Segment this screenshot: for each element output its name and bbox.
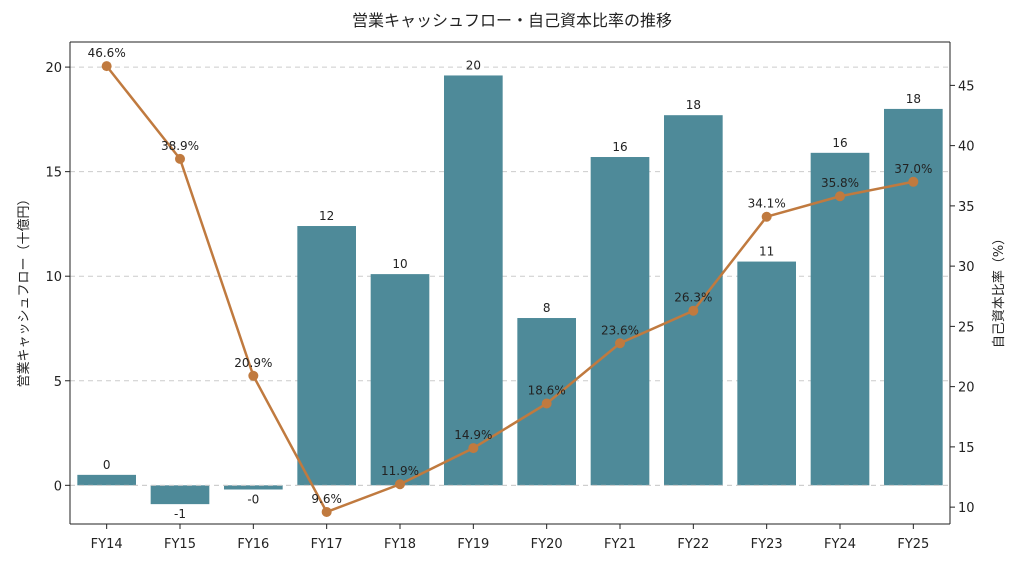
line-point <box>395 479 405 490</box>
left-axis-title: 営業キャッシュフロー（十億円） <box>16 192 32 387</box>
x-tick-label: FY21 <box>604 537 636 552</box>
line-point <box>175 153 185 164</box>
x-tick-label: FY17 <box>311 537 343 552</box>
line-value-label: 38.9% <box>161 139 199 153</box>
bar <box>444 75 503 486</box>
bar-value-label: 12 <box>319 209 334 223</box>
bar-value-label: -1 <box>174 507 186 521</box>
x-tick-label: FY23 <box>751 537 783 552</box>
bar <box>370 274 430 486</box>
bar <box>884 108 943 486</box>
right-axis-title: 自己資本比率（%） <box>991 232 1007 348</box>
line-value-label: 20.9% <box>234 356 272 370</box>
bar <box>224 485 283 490</box>
right-tick-label: 20 <box>958 381 975 396</box>
x-tick-label: FY14 <box>91 537 123 552</box>
line-series <box>101 61 919 517</box>
line-point <box>101 61 112 72</box>
x-tick-label: FY22 <box>677 537 709 552</box>
bar <box>664 115 723 486</box>
line-value-label: 14.9% <box>454 428 492 442</box>
line-point <box>908 176 919 187</box>
left-tick-label: 15 <box>45 166 62 181</box>
bar-value-label: 18 <box>686 98 701 112</box>
line-value-label: 46.6% <box>88 46 126 60</box>
bar <box>77 474 136 486</box>
left-tick-label: 10 <box>45 270 62 285</box>
bar-value-label: 16 <box>612 140 627 154</box>
bar-value-label: 18 <box>906 92 921 106</box>
line-point <box>321 506 332 517</box>
bar-value-label: 11 <box>759 245 774 259</box>
bar <box>590 157 650 486</box>
line-value-label: 26.3% <box>674 291 712 305</box>
bar-series <box>77 75 943 505</box>
line-point <box>835 191 845 202</box>
line-value-label: 11.9% <box>381 464 419 478</box>
bar <box>150 485 210 505</box>
line-value-label: 35.8% <box>821 176 859 190</box>
line-value-label: 34.1% <box>748 197 786 211</box>
right-tick-label: 40 <box>958 140 975 155</box>
axes: 0 5 10 15 20 10 15 20 25 30 35 40 45 FY14 FY15 FY16 FY17… <box>45 41 975 552</box>
right-tick-label: 10 <box>958 501 975 516</box>
data-labels: 0 -1 -0 12 10 20 8 16 18 11 16 18 46.6% 38.9% 20.9% 9.6… <box>88 46 933 521</box>
line-value-label: 18.6% <box>528 384 566 398</box>
line-point <box>541 398 552 409</box>
x-tick-label: FY24 <box>824 537 856 552</box>
x-tick-label: FY16 <box>237 537 269 552</box>
line-value-label: 23.6% <box>601 323 639 337</box>
x-tick-label: FY19 <box>457 537 489 552</box>
left-tick-label: 20 <box>45 61 62 76</box>
bar-value-label: 0 <box>103 458 111 472</box>
x-tick-label: FY15 <box>164 537 196 552</box>
line-value-label: 9.6% <box>311 492 342 506</box>
bar <box>737 261 796 486</box>
right-tick-label: 30 <box>958 260 975 275</box>
line-point <box>688 305 699 316</box>
line-point <box>615 338 625 349</box>
bar-value-label: 20 <box>466 58 481 72</box>
x-tick-label: FY18 <box>384 537 416 552</box>
bar <box>810 152 870 486</box>
x-tick-label: FY20 <box>531 537 563 552</box>
right-tick-label: 15 <box>958 441 975 456</box>
right-tick-label: 25 <box>958 320 975 335</box>
chart-title: 営業キャッシュフロー・自己資本比率の推移 <box>352 11 672 30</box>
bar-value-label: 10 <box>392 257 407 271</box>
line-point <box>761 211 772 222</box>
left-tick-label: 5 <box>54 375 62 390</box>
bar-value-label: 8 <box>543 301 551 315</box>
bar-value-label: -0 <box>247 492 259 506</box>
right-tick-label: 35 <box>958 200 975 215</box>
right-tick-label: 45 <box>958 79 975 94</box>
bar <box>297 226 356 486</box>
left-tick-label: 0 <box>54 479 62 494</box>
line-value-label: 37.0% <box>894 162 932 176</box>
x-tick-label: FY25 <box>897 537 929 552</box>
line-point <box>468 443 479 454</box>
line-point <box>248 370 259 381</box>
bar-value-label: 16 <box>832 136 847 150</box>
line-path <box>105 65 914 514</box>
